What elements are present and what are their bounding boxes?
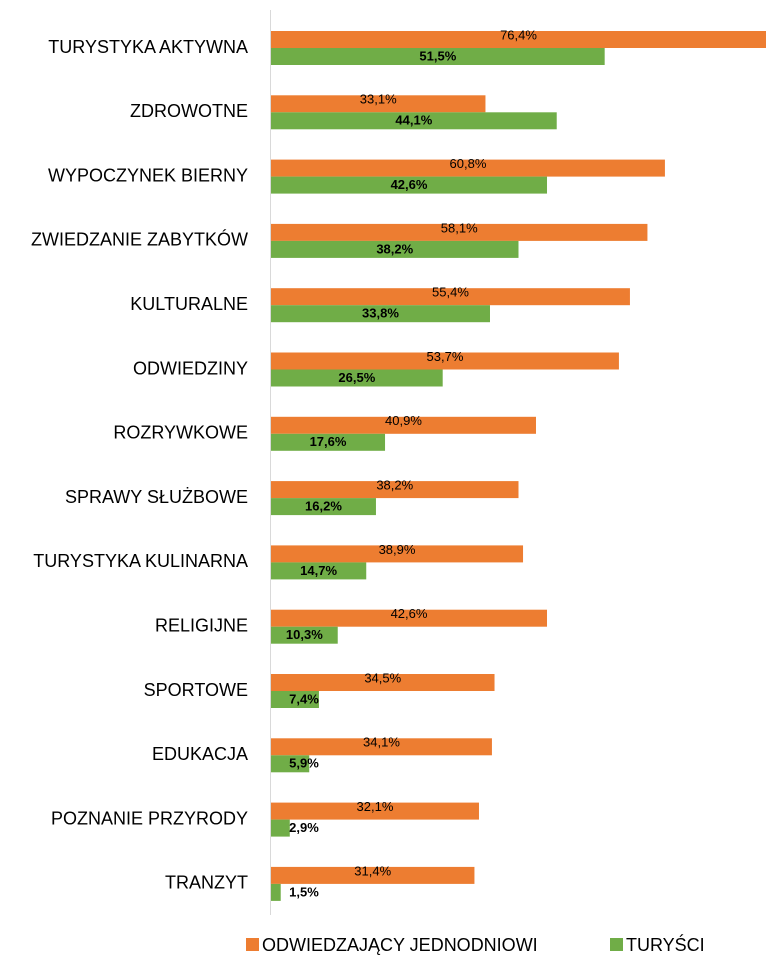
value-label: 26,5% bbox=[338, 370, 375, 385]
value-label: 16,2% bbox=[305, 499, 342, 514]
bar bbox=[271, 609, 548, 627]
value-label: 31,4% bbox=[354, 863, 391, 878]
value-label: 2,9% bbox=[289, 820, 319, 835]
value-label: 17,6% bbox=[310, 434, 347, 449]
value-label: 7,4% bbox=[289, 691, 319, 706]
category-label: ODWIEDZINY bbox=[133, 358, 248, 378]
bar bbox=[271, 562, 367, 580]
bar bbox=[271, 802, 479, 820]
bar bbox=[271, 498, 376, 516]
value-label: 53,7% bbox=[427, 349, 464, 364]
bar bbox=[271, 31, 766, 48]
bar bbox=[271, 819, 290, 837]
bar bbox=[271, 755, 310, 773]
bar bbox=[271, 95, 486, 113]
category-label: WYPOCZYNEK BIERNY bbox=[48, 165, 248, 185]
legend-label: TURYŚCI bbox=[626, 934, 705, 955]
category-label: ZWIEDZANIE ZABYTKÓW bbox=[31, 229, 248, 250]
bar bbox=[271, 112, 557, 130]
category-label: ROZRYWKOWE bbox=[113, 423, 248, 443]
value-label: 32,1% bbox=[357, 799, 394, 814]
value-label: 76,4% bbox=[500, 27, 537, 42]
value-label: 10,3% bbox=[286, 627, 323, 642]
category-label: EDUKACJA bbox=[152, 744, 248, 764]
category-label: RELIGIJNE bbox=[155, 615, 248, 635]
value-label: 33,8% bbox=[362, 306, 399, 321]
bar bbox=[271, 369, 443, 387]
value-label: 1,5% bbox=[289, 884, 319, 899]
value-label: 58,1% bbox=[441, 220, 478, 235]
category-label: ZDROWOTNE bbox=[130, 101, 248, 121]
value-label: 44,1% bbox=[395, 113, 432, 128]
value-label: 55,4% bbox=[432, 285, 469, 300]
bar bbox=[271, 176, 548, 194]
category-label: TURYSTYKA KULINARNA bbox=[33, 551, 248, 571]
legend-label: ODWIEDZAJĄCY JEDNODNIOWI bbox=[262, 935, 538, 955]
bar bbox=[271, 240, 519, 258]
bar bbox=[271, 288, 630, 306]
bar bbox=[271, 481, 519, 499]
value-label: 33,1% bbox=[360, 92, 397, 107]
value-label: 34,5% bbox=[364, 670, 401, 685]
bar bbox=[271, 866, 475, 884]
bar bbox=[271, 883, 281, 901]
value-label: 40,9% bbox=[385, 413, 422, 428]
bar bbox=[271, 545, 524, 563]
value-label: 38,2% bbox=[376, 478, 413, 493]
value-label: 34,1% bbox=[363, 735, 400, 750]
bar bbox=[271, 674, 495, 691]
value-label: 60,8% bbox=[450, 156, 487, 171]
value-label: 51,5% bbox=[419, 48, 456, 63]
bar bbox=[271, 626, 338, 644]
value-label: 14,7% bbox=[300, 563, 337, 578]
value-label: 5,9% bbox=[289, 756, 319, 771]
bar bbox=[271, 223, 648, 241]
bar bbox=[271, 159, 665, 177]
category-label: POZNANIE PRZYRODY bbox=[51, 808, 248, 828]
bar bbox=[271, 352, 619, 370]
legend-swatch bbox=[610, 938, 623, 951]
bar bbox=[271, 416, 536, 434]
category-label: SPORTOWE bbox=[144, 680, 248, 700]
bar bbox=[271, 48, 605, 65]
value-label: 42,6% bbox=[391, 177, 428, 192]
bar bbox=[271, 691, 319, 708]
category-label: SPRAWY SŁUŻBOWE bbox=[65, 487, 248, 507]
category-label: TURYSTYKA AKTYWNA bbox=[48, 37, 248, 57]
bar bbox=[271, 305, 490, 323]
value-label: 38,2% bbox=[376, 241, 413, 256]
value-label: 42,6% bbox=[391, 606, 428, 621]
value-label: 38,9% bbox=[379, 542, 416, 557]
bar bbox=[271, 433, 386, 451]
category-label: TRANZYT bbox=[165, 873, 248, 893]
legend-swatch bbox=[246, 938, 259, 951]
category-label: KULTURALNE bbox=[130, 294, 248, 314]
bar bbox=[271, 738, 492, 756]
